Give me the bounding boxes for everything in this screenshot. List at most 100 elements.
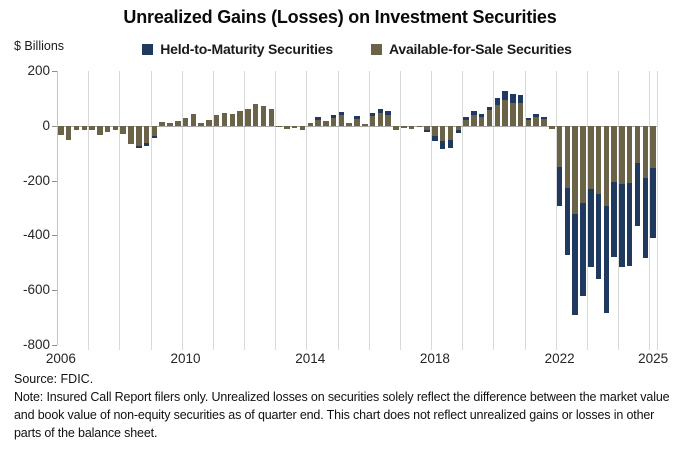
bar-segment-afs	[447, 125, 454, 141]
y-axis-tick	[52, 290, 57, 292]
bar-segment-afs	[159, 122, 165, 126]
bar-segment-htm	[354, 116, 360, 119]
bar-segment-afs	[120, 125, 126, 134]
bar-segment-afs	[588, 125, 594, 190]
x-axis-tick-label: 2006	[45, 351, 76, 366]
bar-segment-afs	[369, 116, 376, 126]
bar-segment-afs	[478, 117, 485, 126]
y-axis-tick-label: 0	[42, 117, 50, 133]
bar-segment-afs	[151, 125, 158, 136]
bar-segment-afs	[58, 125, 64, 135]
y-axis-tick-label: -200	[22, 172, 50, 188]
bar-segment-afs	[221, 113, 228, 126]
bar-segment-afs	[73, 125, 80, 130]
bar-segment-afs	[634, 125, 641, 163]
bar-segment-htm	[338, 112, 345, 116]
bar-segment-htm	[455, 130, 462, 134]
bar-segment-afs	[362, 124, 368, 126]
bar-segment-afs	[572, 125, 578, 214]
bar-segment-afs	[81, 125, 88, 131]
y-axis-tick	[52, 71, 57, 72]
bar-segment-afs	[229, 114, 236, 126]
year-gridline	[431, 71, 433, 350]
bar-segment-htm	[377, 108, 384, 114]
bar-segment-afs	[206, 119, 212, 126]
bar-segment-afs	[338, 115, 345, 126]
bar-segment-afs	[642, 125, 649, 178]
y-axis-unit-label: $ Billions	[14, 39, 65, 53]
bar-segment-afs	[323, 121, 329, 126]
plot-right-edge-gridline	[657, 71, 658, 350]
bar-segment-afs	[291, 125, 298, 129]
bar-segment-afs	[541, 119, 547, 126]
y-axis-tick-label: -800	[22, 337, 50, 352]
legend-item-available-for-sale: Available-for-Sale Securities	[370, 41, 572, 57]
bar-segment-htm	[525, 118, 532, 120]
year-gridline	[649, 71, 651, 350]
bar-segment-afs	[190, 114, 197, 126]
bar-segment-htm	[533, 114, 539, 118]
year-gridline	[462, 71, 464, 350]
bar-segment-htm	[330, 114, 337, 118]
bar-segment-afs	[471, 114, 477, 126]
year-gridline	[306, 71, 308, 350]
year-gridline	[337, 71, 339, 350]
plot-area	[52, 71, 658, 350]
bar-segment-htm	[385, 110, 391, 115]
bar-segment-afs	[580, 125, 586, 203]
bar-segment-afs	[463, 119, 469, 126]
y-axis-tick-label: -600	[22, 282, 50, 298]
bar-segment-afs	[510, 102, 516, 126]
bar-segment-htm	[611, 181, 617, 257]
bar-segment-afs	[104, 125, 111, 132]
bar-segment-afs	[136, 125, 142, 146]
bar-segment-htm	[424, 130, 430, 132]
legend-swatch-htm-icon	[142, 43, 154, 55]
bar-segment-htm	[478, 114, 485, 118]
legend-swatch-afs-icon	[370, 43, 382, 55]
bar-segment-htm	[595, 194, 602, 279]
bar-segment-afs	[385, 114, 391, 126]
x-axis-labels: 2006 2010 2014 2018 2022 2025	[46, 351, 668, 369]
bar-segment-afs	[619, 125, 625, 184]
bar-segment-afs	[626, 125, 633, 183]
bar-segment-afs	[143, 125, 150, 143]
bar-segment-htm	[369, 113, 376, 117]
bar-segment-afs	[424, 125, 430, 131]
bar-segment-afs	[346, 122, 352, 126]
year-gridline	[555, 71, 557, 350]
note-text: Note: Insured Call Report filers only. U…	[14, 390, 670, 440]
year-gridline	[399, 71, 401, 350]
y-axis-tick	[52, 345, 57, 346]
x-axis-tick-label: 2014	[295, 351, 326, 366]
bar-segment-htm	[143, 142, 150, 146]
bar-segment-htm	[151, 135, 158, 138]
bar-segment-afs	[97, 125, 103, 136]
year-gridline	[586, 71, 588, 350]
bar-segment-afs	[525, 119, 532, 126]
bar-segment-afs	[517, 103, 524, 126]
bar-segment-afs	[603, 125, 610, 207]
bar-segment-afs	[182, 118, 189, 126]
bar-segment-afs	[237, 111, 243, 126]
bar-segment-htm	[580, 202, 586, 296]
y-axis-tick	[52, 235, 57, 237]
year-gridline	[212, 71, 214, 350]
bar-segment-afs	[549, 125, 555, 130]
bar-segment-afs	[175, 120, 181, 126]
bar-segment-afs	[252, 103, 259, 126]
bar-segment-htm	[510, 93, 516, 103]
year-gridline	[493, 71, 495, 350]
bar-segment-afs	[128, 125, 134, 145]
bar-segment-afs	[401, 125, 407, 129]
bar-segment-afs	[432, 125, 438, 137]
bar-segment-afs	[533, 117, 539, 126]
legend-label-htm: Held-to-Maturity Securities	[160, 41, 333, 57]
legend-item-held-to-maturity: Held-to-Maturity Securities	[142, 41, 333, 57]
bar-segment-afs	[650, 125, 656, 169]
bar-segment-afs	[556, 125, 563, 168]
x-axis-tick-label: 2025	[638, 351, 669, 366]
year-gridline	[244, 71, 245, 350]
bar-segment-htm	[502, 91, 508, 101]
